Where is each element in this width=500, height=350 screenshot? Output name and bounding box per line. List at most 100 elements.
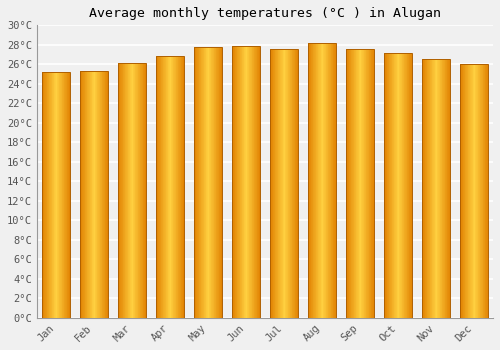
Bar	[297, 49, 298, 318]
Bar	[291, 49, 292, 318]
Bar	[172, 56, 174, 318]
Bar	[384, 52, 385, 318]
Bar	[356, 49, 357, 318]
Bar	[436, 60, 438, 318]
Bar	[432, 60, 433, 318]
Bar	[180, 56, 182, 318]
Bar	[194, 47, 195, 318]
Bar	[471, 64, 472, 318]
Bar	[469, 64, 470, 318]
Bar	[166, 56, 167, 318]
Bar	[372, 49, 373, 318]
Bar	[140, 63, 141, 318]
Bar	[139, 63, 140, 318]
Bar	[127, 63, 128, 318]
Bar	[46, 72, 48, 318]
Bar	[405, 52, 406, 318]
Bar	[429, 60, 430, 318]
Bar	[277, 49, 278, 318]
Bar	[353, 49, 354, 318]
Bar	[178, 56, 179, 318]
Bar	[352, 49, 353, 318]
Bar	[388, 52, 390, 318]
Bar	[156, 56, 184, 318]
Bar	[255, 46, 256, 318]
Bar	[431, 60, 432, 318]
Bar	[64, 72, 65, 318]
Bar	[252, 46, 253, 318]
Bar	[129, 63, 130, 318]
Bar	[292, 49, 293, 318]
Bar	[367, 49, 368, 318]
Bar	[392, 52, 393, 318]
Bar	[350, 49, 352, 318]
Bar	[242, 46, 243, 318]
Bar	[284, 49, 286, 318]
Bar	[244, 46, 245, 318]
Bar	[366, 49, 367, 318]
Bar	[124, 63, 126, 318]
Bar	[465, 64, 466, 318]
Bar	[57, 72, 58, 318]
Bar	[422, 60, 423, 318]
Bar	[216, 47, 217, 318]
Bar	[477, 64, 478, 318]
Bar	[320, 43, 321, 318]
Bar	[373, 49, 374, 318]
Bar	[293, 49, 294, 318]
Bar	[118, 63, 119, 318]
Bar	[466, 64, 467, 318]
Bar	[398, 52, 400, 318]
Bar	[315, 43, 316, 318]
Bar	[162, 56, 164, 318]
Bar	[42, 72, 43, 318]
Bar	[360, 49, 362, 318]
Bar	[422, 60, 450, 318]
Bar	[308, 43, 309, 318]
Bar	[218, 47, 220, 318]
Bar	[91, 71, 92, 318]
Bar	[197, 47, 198, 318]
Bar	[119, 63, 120, 318]
Bar	[357, 49, 358, 318]
Bar	[232, 46, 260, 318]
Bar	[249, 46, 250, 318]
Bar	[101, 71, 102, 318]
Bar	[212, 47, 213, 318]
Bar	[67, 72, 68, 318]
Bar	[60, 72, 61, 318]
Bar	[144, 63, 146, 318]
Bar	[324, 43, 325, 318]
Bar	[319, 43, 320, 318]
Bar	[401, 52, 402, 318]
Bar	[296, 49, 297, 318]
Bar	[80, 71, 81, 318]
Bar	[52, 72, 53, 318]
Bar	[444, 60, 446, 318]
Bar	[334, 43, 335, 318]
Bar	[479, 64, 480, 318]
Bar	[103, 71, 104, 318]
Bar	[478, 64, 479, 318]
Bar	[288, 49, 289, 318]
Bar	[406, 52, 408, 318]
Bar	[158, 56, 159, 318]
Bar	[179, 56, 180, 318]
Bar	[428, 60, 429, 318]
Bar	[276, 49, 277, 318]
Bar	[86, 71, 88, 318]
Bar	[440, 60, 441, 318]
Bar	[102, 71, 103, 318]
Bar	[138, 63, 139, 318]
Bar	[98, 71, 99, 318]
Bar	[312, 43, 314, 318]
Bar	[210, 47, 211, 318]
Bar	[443, 60, 444, 318]
Bar	[475, 64, 476, 318]
Title: Average monthly temperatures (°C ) in Alugan: Average monthly temperatures (°C ) in Al…	[89, 7, 441, 20]
Bar	[234, 46, 235, 318]
Bar	[243, 46, 244, 318]
Bar	[50, 72, 51, 318]
Bar	[93, 71, 94, 318]
Bar	[137, 63, 138, 318]
